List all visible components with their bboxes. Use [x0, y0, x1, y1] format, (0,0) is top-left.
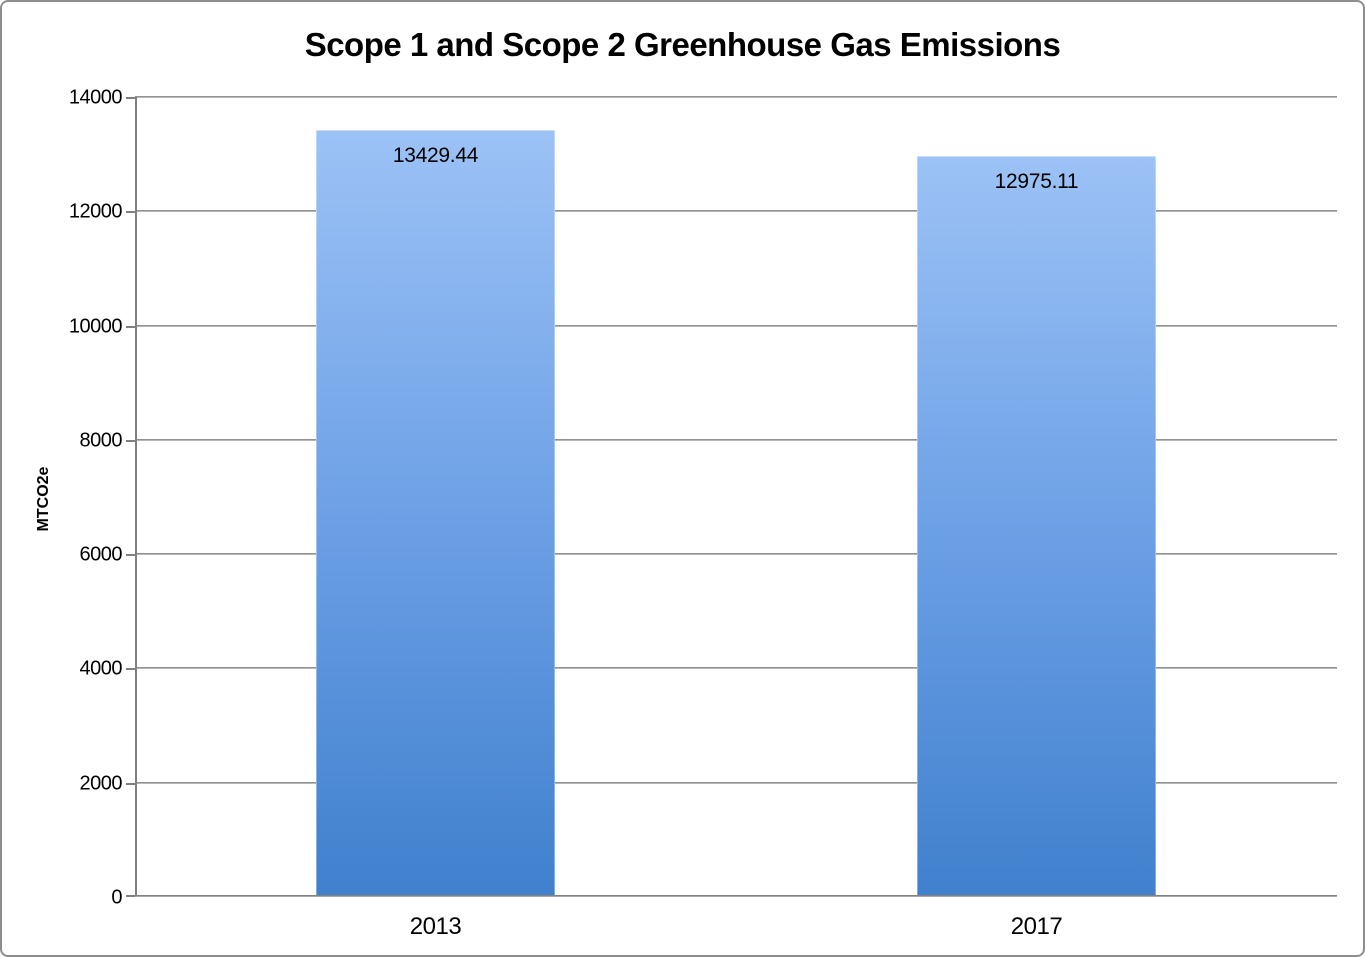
bar-2017: 12975.11 [917, 156, 1156, 897]
gridline [135, 667, 1337, 670]
y-tick-label: 4000 [79, 657, 123, 680]
y-axis-tick [126, 325, 135, 328]
y-tick-label: 10000 [68, 315, 123, 338]
y-tick-label: 6000 [79, 543, 123, 566]
y-axis-tick [126, 782, 135, 785]
y-tick-label: 12000 [68, 200, 123, 223]
y-axis-tick [126, 554, 135, 557]
y-axis-tick [126, 439, 135, 442]
bar-value-label: 13429.44 [392, 144, 479, 167]
y-tick-label: 8000 [79, 429, 123, 452]
gridline [135, 438, 1337, 441]
gridline [135, 553, 1337, 556]
gridline [135, 210, 1337, 213]
gridline [135, 781, 1337, 784]
y-tick-label: 0 [111, 886, 122, 909]
y-axis-title: MTCO2e [35, 466, 52, 532]
y-tick-label: 2000 [79, 772, 123, 795]
y-axis-tick [126, 97, 135, 99]
x-axis-line [135, 895, 1337, 897]
gridline [135, 324, 1337, 327]
bar-2013: 13429.44 [316, 130, 555, 897]
y-axis-tick [126, 895, 135, 897]
y-axis-line [135, 97, 137, 897]
bar-value-label: 12975.11 [994, 170, 1079, 193]
chart-title: Scope 1 and Scope 2 Greenhouse Gas Emiss… [304, 26, 1061, 63]
y-axis-tick [126, 211, 135, 214]
y-tick-label: 14000 [68, 86, 123, 109]
plot-area: 13429.44 12975.11 [126, 96, 1337, 897]
x-category-label: 2017 [1010, 913, 1063, 940]
gridline [135, 96, 1337, 98]
y-axis-tick [126, 668, 135, 671]
x-category-label: 2013 [409, 913, 462, 940]
